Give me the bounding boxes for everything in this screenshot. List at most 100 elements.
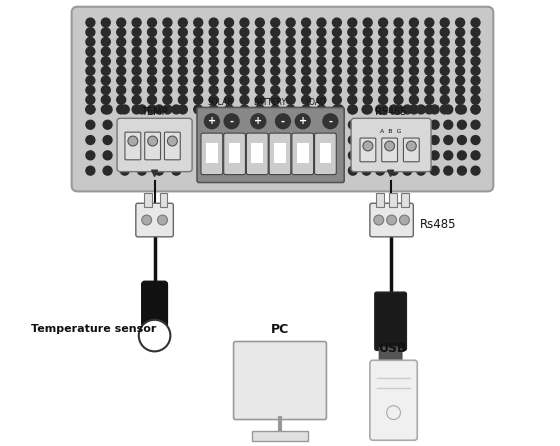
FancyBboxPatch shape <box>403 138 419 162</box>
Circle shape <box>317 47 326 56</box>
Circle shape <box>209 18 218 27</box>
Circle shape <box>209 86 218 95</box>
Circle shape <box>317 76 326 85</box>
Circle shape <box>163 37 172 46</box>
FancyBboxPatch shape <box>142 281 167 326</box>
Circle shape <box>116 95 125 104</box>
Circle shape <box>403 136 412 145</box>
Circle shape <box>363 86 372 95</box>
Circle shape <box>394 18 403 27</box>
Circle shape <box>363 37 372 46</box>
Circle shape <box>255 37 264 46</box>
FancyBboxPatch shape <box>117 118 192 172</box>
Circle shape <box>362 105 371 114</box>
Circle shape <box>225 18 234 27</box>
Circle shape <box>271 47 279 56</box>
Circle shape <box>86 95 95 104</box>
Circle shape <box>101 57 110 66</box>
Circle shape <box>116 76 125 85</box>
Circle shape <box>286 66 295 75</box>
Circle shape <box>458 105 466 114</box>
Circle shape <box>317 57 326 66</box>
Circle shape <box>471 28 480 37</box>
Circle shape <box>295 114 310 129</box>
Circle shape <box>163 105 172 114</box>
Circle shape <box>101 47 110 56</box>
Circle shape <box>362 120 371 129</box>
Circle shape <box>317 28 326 37</box>
Circle shape <box>456 18 465 27</box>
Bar <box>389 194 396 207</box>
Circle shape <box>471 76 480 85</box>
Circle shape <box>444 166 452 175</box>
Circle shape <box>103 136 112 145</box>
Circle shape <box>389 136 398 145</box>
Text: TEMP: TEMP <box>141 107 168 117</box>
Circle shape <box>425 86 434 95</box>
Circle shape <box>120 136 129 145</box>
Circle shape <box>394 37 403 46</box>
Circle shape <box>440 57 449 66</box>
Circle shape <box>348 151 357 160</box>
Circle shape <box>333 18 342 27</box>
Circle shape <box>172 120 181 129</box>
Circle shape <box>209 66 218 75</box>
Circle shape <box>376 136 385 145</box>
Circle shape <box>409 37 418 46</box>
Circle shape <box>204 114 220 129</box>
Circle shape <box>101 105 110 114</box>
Circle shape <box>120 151 129 160</box>
Text: Temperature sensor: Temperature sensor <box>31 324 156 334</box>
Circle shape <box>128 136 138 146</box>
Circle shape <box>409 105 418 114</box>
Circle shape <box>385 141 395 151</box>
Circle shape <box>271 28 279 37</box>
FancyBboxPatch shape <box>223 133 245 175</box>
Circle shape <box>302 18 310 27</box>
Circle shape <box>471 66 480 75</box>
Circle shape <box>209 76 218 85</box>
Circle shape <box>440 86 449 95</box>
FancyBboxPatch shape <box>315 133 337 175</box>
FancyBboxPatch shape <box>197 107 344 182</box>
Text: -: - <box>281 116 285 126</box>
Circle shape <box>335 120 344 129</box>
Circle shape <box>444 151 452 160</box>
Text: USB: USB <box>379 343 408 355</box>
Circle shape <box>363 47 372 56</box>
Circle shape <box>179 95 187 104</box>
Circle shape <box>209 57 218 66</box>
Bar <box>320 143 332 163</box>
Text: BATTERY: BATTERY <box>254 99 287 107</box>
Circle shape <box>409 76 418 85</box>
Circle shape <box>157 215 167 225</box>
Circle shape <box>120 166 129 175</box>
Circle shape <box>444 105 452 114</box>
Circle shape <box>255 18 264 27</box>
Text: LOAD: LOAD <box>305 99 326 107</box>
Circle shape <box>374 215 384 225</box>
Circle shape <box>209 47 218 56</box>
Circle shape <box>425 66 434 75</box>
Circle shape <box>362 151 371 160</box>
Circle shape <box>335 151 344 160</box>
FancyBboxPatch shape <box>269 133 291 175</box>
Circle shape <box>348 105 357 114</box>
Circle shape <box>240 95 249 104</box>
Circle shape <box>255 47 264 56</box>
Text: PC: PC <box>271 322 289 335</box>
Circle shape <box>103 105 112 114</box>
Circle shape <box>225 37 234 46</box>
Circle shape <box>333 105 342 114</box>
Circle shape <box>116 105 125 114</box>
Circle shape <box>103 120 112 129</box>
Circle shape <box>138 120 146 129</box>
Circle shape <box>101 37 110 46</box>
Circle shape <box>417 166 426 175</box>
Circle shape <box>286 105 295 114</box>
FancyBboxPatch shape <box>144 132 161 160</box>
Bar <box>402 194 409 207</box>
Circle shape <box>103 166 112 175</box>
Circle shape <box>148 136 157 146</box>
Circle shape <box>240 76 249 85</box>
